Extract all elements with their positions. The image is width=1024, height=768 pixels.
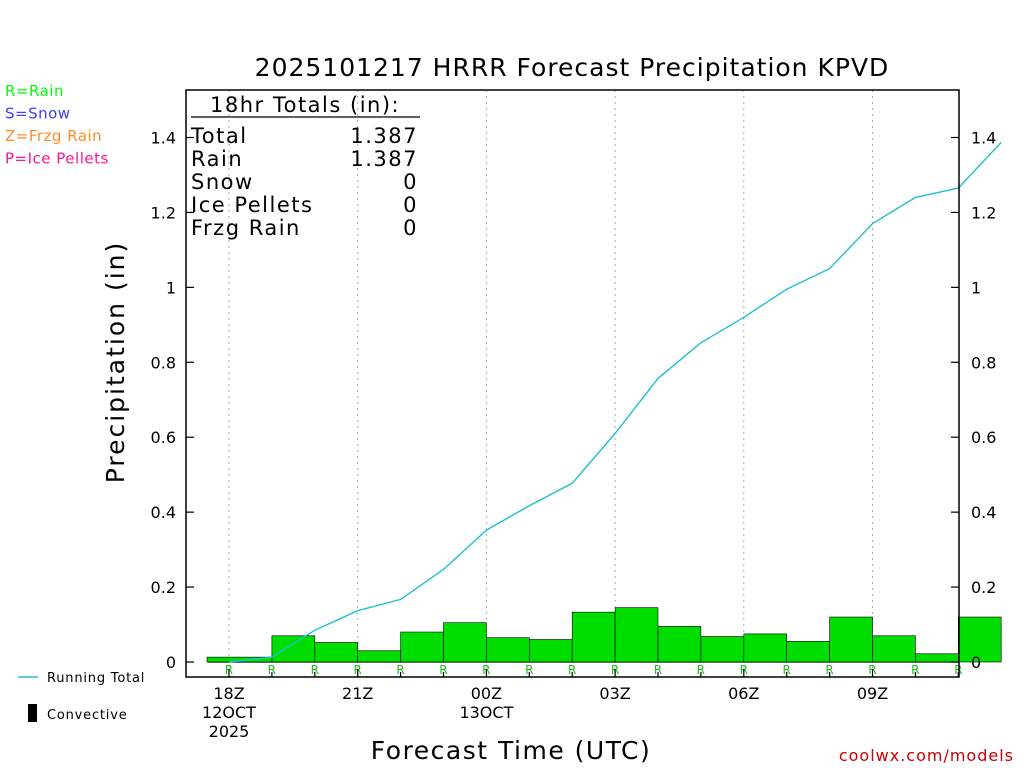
rain-bar bbox=[443, 622, 487, 663]
bottom-legend: Running Total Convective bbox=[18, 671, 145, 723]
chart-title: 2025101217 HRRR Forecast Precipitation K… bbox=[255, 53, 890, 82]
y-tick-label: 0.8 bbox=[971, 353, 996, 372]
ptype-label: R bbox=[697, 663, 705, 677]
ptype-label: R bbox=[782, 663, 790, 677]
totals-row-label: Rain bbox=[191, 147, 243, 171]
x-tick-label-line: 13OCT bbox=[459, 703, 513, 722]
totals-row-label: Snow bbox=[191, 170, 254, 194]
running-total-line bbox=[228, 141, 1002, 663]
rain-bar bbox=[357, 650, 401, 663]
totals-row-label: Total bbox=[190, 124, 248, 148]
x-tick-label: 18Z 12OCT 2025 bbox=[202, 684, 256, 741]
totals-row-label: Frzg Rain bbox=[191, 216, 301, 240]
y-tick-label: 1.4 bbox=[971, 129, 996, 148]
ptype-legend-item: S=Snow bbox=[5, 105, 71, 123]
ptype-label: R bbox=[311, 663, 319, 677]
plot-frame bbox=[185, 89, 960, 678]
bottom-legend-label: Convective bbox=[47, 708, 128, 723]
y-tick-label: 1.2 bbox=[151, 203, 176, 222]
y-tick-label: 1 bbox=[166, 278, 176, 297]
ptype-label: R bbox=[439, 663, 447, 677]
rain-bar bbox=[486, 637, 530, 663]
x-tick-label-line: 2025 bbox=[209, 722, 250, 741]
y-tick-label: 0.2 bbox=[971, 578, 996, 597]
ptype-label: R bbox=[825, 663, 833, 677]
x-tick-label: 06Z bbox=[728, 684, 759, 703]
totals-row-value: 0 bbox=[403, 216, 418, 240]
x-tick-label: 03Z bbox=[599, 684, 630, 703]
rain-bar bbox=[657, 626, 702, 663]
rain-bar bbox=[957, 616, 1002, 663]
totals-box: 18hr Totals (in): Total 1.387 Rain 1.387 Snow… bbox=[190, 93, 420, 240]
x-tick-label: 09Z bbox=[857, 684, 888, 703]
rain-bar bbox=[786, 641, 830, 663]
ptype-label: R bbox=[396, 663, 404, 677]
rain-bar bbox=[872, 635, 916, 663]
ptype-legend-item: Z=Frzg Rain bbox=[5, 127, 102, 145]
plot-area: RRRRRRRRRRRRRRRRRR 00.20.40.60.811.21.4 … bbox=[151, 89, 1002, 741]
y-tick-label: 0 bbox=[971, 653, 981, 672]
y-tick-label: 1.2 bbox=[971, 203, 996, 222]
y-tick-label: 0.8 bbox=[151, 353, 176, 372]
totals-row-value: 1.387 bbox=[350, 147, 418, 171]
y-tick-label: 0 bbox=[166, 653, 176, 672]
totals-header: 18hr Totals (in): bbox=[210, 93, 400, 117]
rain-bars bbox=[206, 607, 1002, 663]
y-tick-label: 0.6 bbox=[971, 428, 996, 447]
y-tick-label: 0.4 bbox=[971, 503, 996, 522]
y-tick-label: 0.4 bbox=[151, 503, 176, 522]
ptype-label: R bbox=[654, 663, 662, 677]
x-tick-label-line: 00Z bbox=[471, 684, 502, 703]
rain-bar bbox=[743, 633, 787, 663]
y-tick-label: 1 bbox=[971, 278, 981, 297]
x-tick-label: 00Z 13OCT bbox=[459, 684, 513, 722]
totals-row-value: 0 bbox=[403, 193, 418, 217]
rain-bar bbox=[571, 611, 616, 663]
rain-bar bbox=[528, 639, 573, 663]
rain-bar bbox=[614, 607, 659, 663]
x-tick-label-line: 12OCT bbox=[202, 703, 256, 722]
ptype-labels: RRRRRRRRRRRRRRRRRR bbox=[225, 663, 963, 677]
rain-bar bbox=[400, 631, 444, 663]
y-axis-label: Precipitation (in) bbox=[101, 241, 130, 484]
rain-bar bbox=[271, 635, 316, 663]
y-tick-label: 0.2 bbox=[151, 578, 176, 597]
y-axis-right: 0 0.2 0.4 0.6 0.8 1 1.2 1.4 bbox=[951, 129, 996, 672]
x-axis-label: Forecast Time (UTC) bbox=[371, 736, 651, 765]
x-tick-label-line: 18Z bbox=[213, 684, 244, 703]
ptype-label: R bbox=[525, 663, 533, 677]
convective-legend-icon bbox=[28, 704, 37, 722]
y-tick-label: 1.4 bbox=[151, 129, 176, 148]
x-axis: 18Z 12OCT 2025 21Z 00Z 13OCT 03Z 06Z 09Z bbox=[202, 669, 959, 741]
totals-row-label: Ice Pellets bbox=[191, 193, 313, 217]
x-tick-label-line: 06Z bbox=[728, 684, 759, 703]
totals-row-value: 1.387 bbox=[350, 124, 418, 148]
ptype-label: R bbox=[911, 663, 919, 677]
ptype-label: R bbox=[568, 663, 576, 677]
credit-text: coolwx.com/models bbox=[839, 746, 1014, 765]
totals-row-value: 0 bbox=[403, 170, 418, 194]
x-tick-label: 21Z bbox=[342, 684, 373, 703]
y-tick-label: 0.6 bbox=[151, 428, 176, 447]
rain-bar bbox=[700, 636, 745, 663]
rain-bar bbox=[314, 642, 358, 663]
rain-bar bbox=[829, 616, 873, 663]
y-axis-left: 0 0.2 0.4 0.6 0.8 1 1.2 1.4 bbox=[151, 129, 194, 672]
grid-lines bbox=[208, 90, 959, 677]
rain-bar bbox=[915, 653, 959, 663]
ptype-legend-item: P=Ice Pellets bbox=[5, 150, 109, 168]
ptype-legend-item: R=Rain bbox=[5, 82, 64, 100]
x-tick-label-line: 03Z bbox=[599, 684, 630, 703]
x-tick-label-line: 09Z bbox=[857, 684, 888, 703]
x-tick-label-line: 21Z bbox=[342, 684, 373, 703]
bottom-legend-label: Running Total bbox=[47, 671, 145, 686]
ptype-legend: R=Rain S=Snow Z=Frzg Rain P=Ice Pellets bbox=[5, 82, 109, 168]
ptype-label: R bbox=[268, 663, 276, 677]
